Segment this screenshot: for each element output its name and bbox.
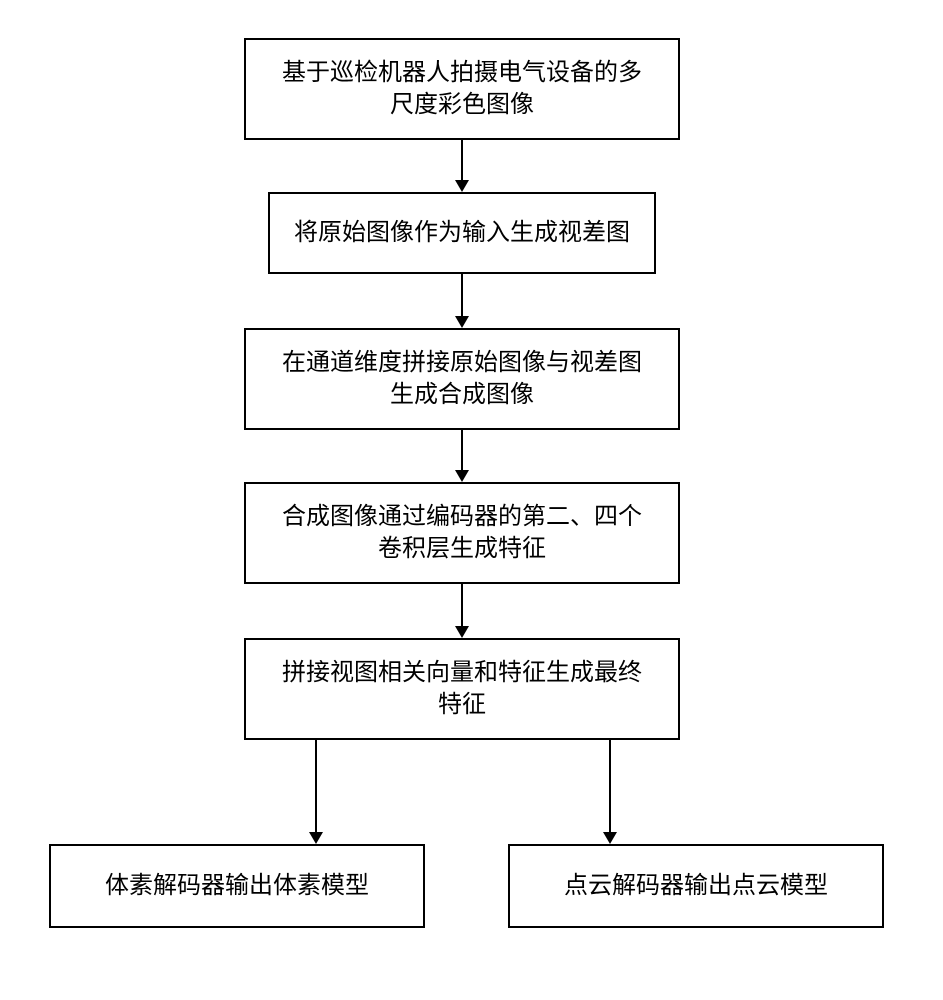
flow-node-final-features: 拼接视图相关向量和特征生成最终特征 bbox=[244, 638, 680, 740]
flow-node-concat-channels: 在通道维度拼接原始图像与视差图生成合成图像 bbox=[244, 328, 680, 430]
node-label: 体素解码器输出体素模型 bbox=[105, 870, 369, 902]
node-label: 点云解码器输出点云模型 bbox=[564, 870, 828, 902]
edge-n4-n5 bbox=[452, 584, 472, 638]
edge-n2-n3 bbox=[452, 274, 472, 328]
flow-node-voxel-decoder: 体素解码器输出体素模型 bbox=[49, 844, 425, 928]
flow-node-pointcloud-decoder: 点云解码器输出点云模型 bbox=[508, 844, 884, 928]
edge-n3-n4 bbox=[452, 430, 472, 482]
node-label: 合成图像通过编码器的第二、四个卷积层生成特征 bbox=[282, 501, 642, 566]
edge-n5-n6 bbox=[306, 740, 326, 844]
flow-node-encoder-conv: 合成图像通过编码器的第二、四个卷积层生成特征 bbox=[244, 482, 680, 584]
flow-node-generate-disparity: 将原始图像作为输入生成视差图 bbox=[268, 192, 656, 274]
node-label: 拼接视图相关向量和特征生成最终特征 bbox=[282, 657, 642, 722]
node-label: 在通道维度拼接原始图像与视差图生成合成图像 bbox=[282, 347, 642, 412]
edge-n5-n7 bbox=[600, 740, 620, 844]
flowchart-container: 基于巡检机器人拍摄电气设备的多尺度彩色图像 将原始图像作为输入生成视差图 在通道… bbox=[0, 0, 943, 1000]
node-label: 基于巡检机器人拍摄电气设备的多尺度彩色图像 bbox=[282, 57, 642, 122]
node-label: 将原始图像作为输入生成视差图 bbox=[294, 217, 630, 249]
flow-node-capture-images: 基于巡检机器人拍摄电气设备的多尺度彩色图像 bbox=[244, 38, 680, 140]
edge-n1-n2 bbox=[452, 140, 472, 192]
